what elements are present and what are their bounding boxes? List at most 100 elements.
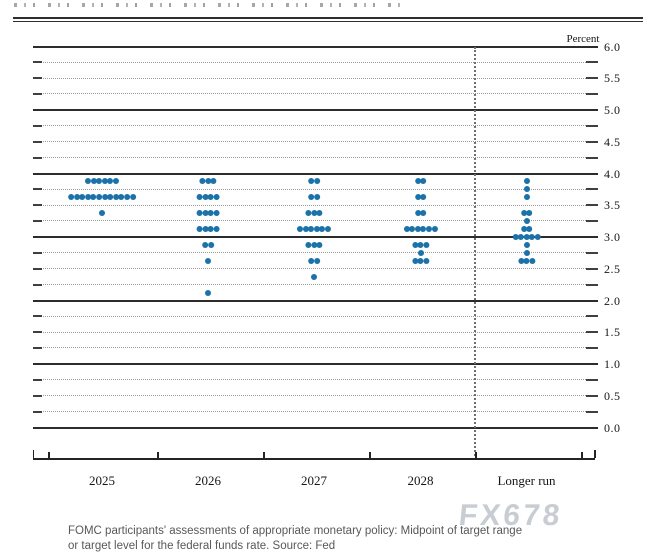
dot-row-longer-run-2.75 xyxy=(523,249,530,256)
dot-row-longer-run-3.75 xyxy=(523,186,530,193)
dot-row-2027-3.375 xyxy=(305,210,323,217)
gridline-minor-4.5 xyxy=(33,141,598,142)
projection-dot xyxy=(517,257,524,264)
gridline-left-dash xyxy=(33,204,42,207)
dot-row-longer-run-2.875 xyxy=(523,241,530,248)
gridline-major-5 xyxy=(33,109,598,111)
gridline-right-dash xyxy=(586,93,598,96)
projection-dot xyxy=(417,257,424,264)
dot-row-longer-run-3 xyxy=(512,234,541,240)
gridline-minor-0.25 xyxy=(33,410,598,412)
dot-row-2025-3.375 xyxy=(99,210,105,217)
projection-dot xyxy=(196,226,203,233)
header-double-rule xyxy=(13,17,643,22)
projection-dot xyxy=(84,178,91,185)
projection-dot xyxy=(512,234,519,240)
projection-dot xyxy=(296,226,303,233)
projection-dot xyxy=(308,194,315,201)
dot-row-2027-2.375 xyxy=(311,273,317,280)
projection-dot xyxy=(79,194,86,201)
projection-dot xyxy=(411,257,418,264)
dot-row-2026-2.625 xyxy=(205,257,211,264)
projection-dot xyxy=(411,241,418,248)
projection-dot xyxy=(101,194,108,201)
gridline-left-dash xyxy=(33,251,42,254)
dot-row-2027-3.875 xyxy=(308,178,320,185)
dot-row-2026-2.125 xyxy=(205,289,211,296)
projection-dot xyxy=(305,241,312,248)
dot-row-longer-run-3.375 xyxy=(520,210,533,217)
gridline-right-dash xyxy=(586,124,598,127)
projection-dot xyxy=(414,226,421,233)
projection-dot xyxy=(213,226,220,233)
projection-dot xyxy=(313,178,320,185)
projection-dot xyxy=(118,194,125,201)
gridline-left-dash xyxy=(33,331,42,334)
dot-row-2026-3.625 xyxy=(196,194,220,201)
gridline-minor-2.5 xyxy=(33,268,598,269)
gridline-minor-0.5 xyxy=(33,395,598,396)
gridline-minor-4.25 xyxy=(33,156,598,158)
gridline-left-dash xyxy=(33,283,42,286)
gridline-left-dash xyxy=(33,140,42,143)
dot-row-2026-2.875 xyxy=(202,241,214,248)
projection-dot xyxy=(311,273,317,280)
projection-dot xyxy=(403,226,410,233)
gridline-right-dash xyxy=(586,394,598,397)
projection-dot xyxy=(420,194,427,201)
y-tick-label-5.5: 5.5 xyxy=(604,71,621,86)
projection-dot xyxy=(529,234,536,240)
gridline-left-dash xyxy=(33,93,42,96)
gridline-right-dash xyxy=(586,347,598,350)
dot-row-2025-3.625 xyxy=(68,194,136,201)
projection-dot xyxy=(73,194,80,201)
longer-run-separator xyxy=(474,47,476,460)
projection-dot xyxy=(99,210,105,217)
gridline-right-dash xyxy=(586,410,598,413)
gridline-minor-3.75 xyxy=(33,188,598,190)
x-axis-endcap-right xyxy=(594,450,596,458)
projection-dot xyxy=(205,289,211,296)
projection-dot xyxy=(520,226,527,233)
x-category-label-2027: 2027 xyxy=(301,473,327,488)
projection-dot xyxy=(529,257,536,264)
gridline-major-6 xyxy=(33,45,598,48)
projection-dot xyxy=(420,210,427,217)
gridline-left-dash xyxy=(33,267,42,270)
y-tick-label-0.0: 0.0 xyxy=(604,420,621,435)
projection-dot xyxy=(202,241,209,248)
projection-dot xyxy=(196,210,203,217)
caption-line-2: or target level for the federal funds ra… xyxy=(68,539,336,552)
projection-dot xyxy=(425,226,432,233)
gridline-major-1 xyxy=(33,363,598,365)
dot-row-longer-run-3.25 xyxy=(523,218,530,225)
projection-dot xyxy=(414,210,421,217)
x-category-label-2025: 2025 xyxy=(89,473,115,488)
dot-row-2027-3.625 xyxy=(308,194,320,201)
gridline-right-dash xyxy=(586,283,598,286)
x-category-label-2028: 2028 xyxy=(407,473,434,488)
gridline-minor-3.25 xyxy=(33,220,598,222)
projection-dot xyxy=(113,178,120,185)
dot-row-2028-2.75 xyxy=(417,249,424,256)
projection-dot xyxy=(417,249,424,256)
projection-dot xyxy=(207,226,214,233)
projection-dot xyxy=(316,241,323,248)
projection-dot xyxy=(308,226,315,233)
gridline-minor-5.25 xyxy=(33,93,598,95)
gridline-left-dash xyxy=(33,378,42,381)
gridline-minor-5.75 xyxy=(33,61,598,63)
gridline-left-dash xyxy=(33,156,42,159)
projection-dot xyxy=(523,194,530,201)
caption-line-1: FOMC participants' assessments of approp… xyxy=(68,524,523,537)
projection-dot xyxy=(207,241,214,248)
gridline-major-3 xyxy=(33,236,598,238)
projection-dot xyxy=(202,194,209,201)
gridline-minor-5.5 xyxy=(33,77,598,79)
projection-dot xyxy=(523,241,530,248)
x-category-label-2026: 2026 xyxy=(195,473,221,488)
dot-row-longer-run-3.875 xyxy=(523,178,530,185)
gridline-left-dash xyxy=(33,124,42,127)
gridline-left-dash xyxy=(33,347,42,350)
